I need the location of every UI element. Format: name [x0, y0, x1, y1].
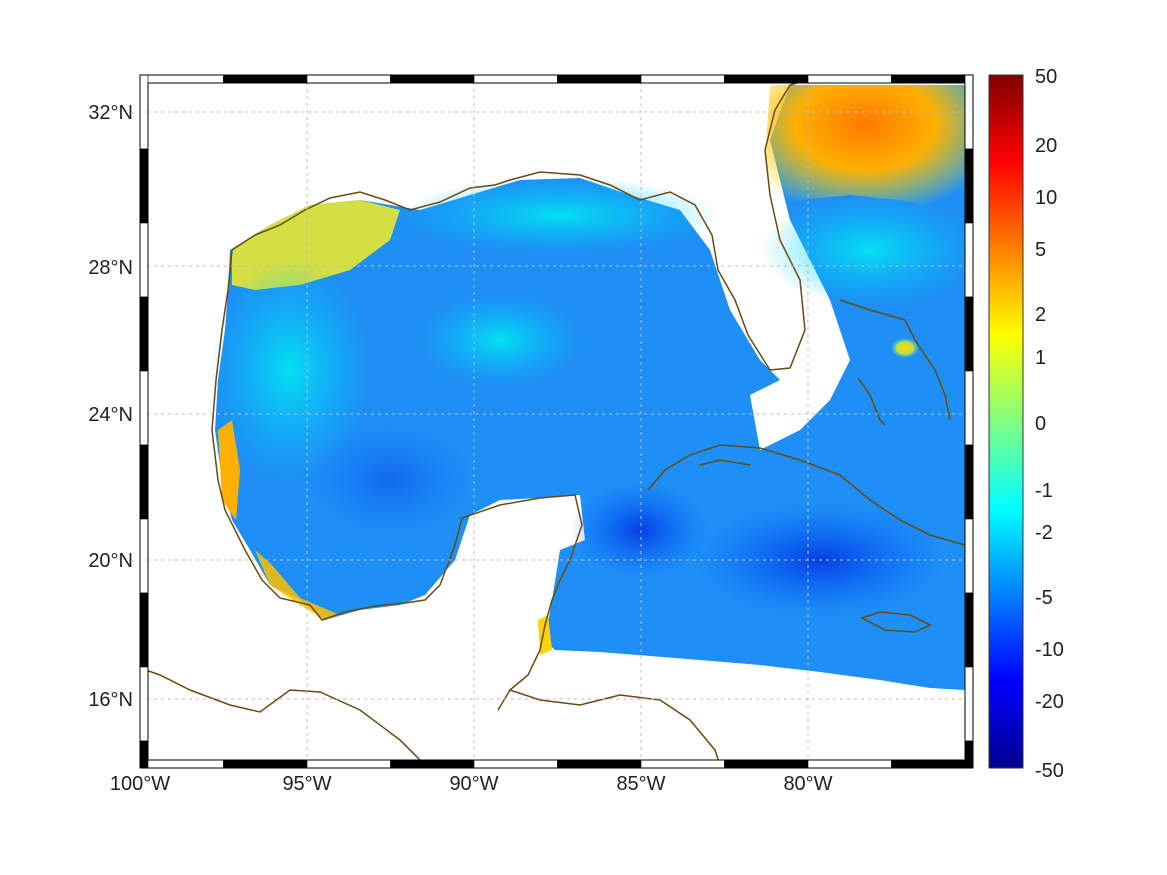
frame-segment: [473, 759, 558, 769]
lat-tick-label: 32°N: [88, 102, 133, 124]
lat-tick-label: 16°N: [88, 689, 133, 711]
coast-bahamas: [839, 299, 951, 426]
frame-segment: [964, 444, 974, 520]
colorbar-tick-label: 0: [1035, 413, 1046, 435]
frame-segment: [964, 740, 974, 769]
lat-tick-label: 20°N: [88, 550, 133, 572]
lat-tick-label: 28°N: [88, 257, 133, 279]
coast-mexico: [211, 249, 583, 711]
colorbar-tick-label: 1: [1035, 347, 1046, 369]
frame-segment: [223, 759, 308, 769]
frame-segment: [557, 759, 642, 769]
yellow-blob-bahamas: [891, 338, 919, 358]
lon-tick-label: 90°W: [449, 773, 498, 795]
sea-level-anomaly-field: [210, 85, 965, 690]
frame-inner-outline: [147, 82, 966, 761]
deep-blob-yucatan-channel: [570, 480, 710, 580]
frame-segment: [139, 444, 149, 520]
gridlines: [148, 83, 965, 760]
colorbar-labels: 50 20 10 5 2 1 0 -1 -2 -5 -10 -20 -50: [1035, 66, 1064, 782]
colorbar-gradient: [988, 74, 1024, 769]
frame-segment: [964, 370, 974, 446]
colorbar-tick-label: -20: [1035, 691, 1064, 713]
cyan-band-north-gulf: [400, 177, 720, 253]
frame-segment: [891, 74, 974, 84]
lat-tick-label: 24°N: [88, 404, 133, 426]
warm-field-ne: [765, 85, 965, 215]
longitude-labels: 100°W 95°W 90°W 85°W 80°W: [110, 773, 833, 795]
colorbar-tick-label: -1: [1035, 480, 1053, 502]
cyan-patch-central: [420, 295, 580, 385]
frame-segment: [807, 74, 892, 84]
lon-tick-label: 100°W: [110, 773, 170, 795]
deep-blob-central-gulf: [300, 420, 480, 540]
frame-segment: [724, 74, 809, 84]
lon-tick-label: 80°W: [783, 773, 832, 795]
coast-central-america: [509, 689, 720, 760]
frame-segment: [964, 222, 974, 298]
frame-segment: [964, 592, 974, 668]
cyan-band-west-gulf: [210, 260, 370, 480]
frame-segment: [306, 759, 391, 769]
frame-segment: [390, 74, 475, 84]
frame-segment: [557, 74, 642, 84]
frame-segment: [724, 759, 809, 769]
colorbar-tick-label: -5: [1035, 587, 1053, 609]
lon-tick-label: 95°W: [282, 773, 331, 795]
frame-segment: [964, 148, 974, 224]
colorbar-tick-label: -50: [1035, 760, 1064, 782]
map-frame: [139, 74, 974, 769]
frame-segment: [964, 666, 974, 742]
coastlines: [148, 83, 965, 760]
frame-segment: [473, 74, 558, 84]
frame-segment: [139, 222, 149, 298]
frame-segment: [139, 592, 149, 668]
frame-segment: [139, 370, 149, 446]
colorbar-tick-label: 10: [1035, 187, 1057, 209]
colorbar-tick-label: -2: [1035, 522, 1053, 544]
colorbar-tick-label: -10: [1035, 639, 1064, 661]
frame-segment: [964, 518, 974, 594]
latitude-labels: 32°N 28°N 24°N 20°N 16°N: [88, 102, 133, 711]
colorbar-tick-label: 20: [1035, 135, 1057, 157]
frame-segment: [139, 74, 224, 84]
frame-segment: [306, 74, 391, 84]
frame-segment: [891, 759, 974, 769]
coast-cuba: [647, 444, 965, 546]
colorbar-tick-label: 50: [1035, 66, 1057, 88]
frame-segment: [640, 759, 725, 769]
frame-outline: [139, 74, 974, 769]
frame-segment: [139, 148, 149, 224]
coast-jamaica: [860, 611, 932, 633]
frame-segment: [139, 518, 149, 594]
frame-segment: [139, 740, 149, 769]
frame-segment: [139, 296, 149, 372]
colorbar-tick-label: 5: [1035, 239, 1046, 261]
frame-segment: [223, 74, 308, 84]
warm-field-veracruz: [255, 550, 340, 620]
frame-segment: [139, 74, 149, 150]
frame-segment: [139, 666, 149, 742]
frame-segment: [640, 74, 725, 84]
colorbar: 50 20 10 5 2 1 0 -1 -2 -5 -10 -20 -50: [988, 66, 1064, 782]
coast-us-gulf: [148, 83, 806, 760]
frame-segment: [139, 759, 224, 769]
colorbar-tick-label: 2: [1035, 304, 1046, 326]
frame-segment: [390, 759, 475, 769]
frame-segment: [964, 296, 974, 372]
lon-tick-label: 85°W: [616, 773, 665, 795]
cyan-band-ne: [760, 195, 965, 305]
frame-segment: [964, 74, 974, 150]
frame-segment: [807, 759, 892, 769]
